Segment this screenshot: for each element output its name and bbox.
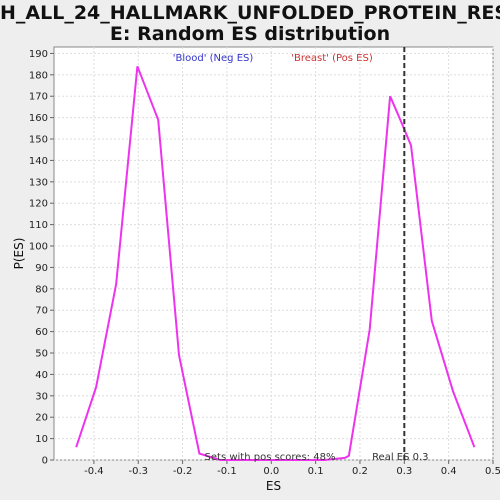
y-tick-label: 160 <box>29 113 48 124</box>
x-axis-label: ES <box>266 479 281 493</box>
pos-scores-note: Sets with pos scores: 48% <box>205 452 336 463</box>
legend-neg-es: 'Blood' (Neg ES) <box>173 53 254 64</box>
y-tick-label: 170 <box>29 92 48 103</box>
x-tick-label: 0.5 <box>485 466 500 477</box>
y-tick-label: 10 <box>35 434 48 445</box>
x-tick-label: -0.4 <box>84 466 104 477</box>
y-tick-label: 110 <box>29 220 48 231</box>
y-tick-label: 60 <box>35 327 48 338</box>
x-tick-label: 0.2 <box>352 466 368 477</box>
x-tick-label: 0.3 <box>396 466 412 477</box>
y-axis-label: P(ES) <box>12 238 26 270</box>
x-tick-label: 0.1 <box>308 466 324 477</box>
chart-title-line2: E: Random ES distribution <box>109 23 391 45</box>
y-tick-label: 20 <box>35 413 48 424</box>
y-tick-label: 190 <box>29 49 48 60</box>
es-distribution-line <box>75 65 476 461</box>
y-tick-label: 0 <box>42 456 48 467</box>
chart-title-line1: H_ALL_24_HALLMARK_UNFOLDED_PROTEIN_RESPO… <box>0 2 500 24</box>
y-tick-label: 50 <box>35 349 48 360</box>
y-tick-label: 90 <box>35 263 48 274</box>
x-tick-label: 0.4 <box>441 466 457 477</box>
real-es-label: Real ES 0.3 <box>372 452 428 463</box>
y-tick-label: 130 <box>29 177 48 188</box>
y-axis: 0 10 20 30 40 50 60 70 80 90 100 110 120 130 140 150 160… <box>29 49 54 467</box>
y-tick-label: 120 <box>29 199 48 210</box>
x-tick-label: -0.3 <box>128 466 148 477</box>
y-tick-label: 150 <box>29 135 48 146</box>
y-tick-label: 140 <box>29 156 48 167</box>
plot-area <box>53 46 494 461</box>
grid-lines <box>54 47 494 461</box>
y-tick-label: 100 <box>29 242 48 253</box>
y-tick-label: 180 <box>29 70 48 81</box>
legend-pos-es: 'Breast' (Pos ES) <box>291 53 373 64</box>
x-axis: -0.4 -0.3 -0.2 -0.1 0.0 0.1 0.2 0.3 0.4 0.5 <box>84 460 500 477</box>
y-tick-label: 70 <box>35 306 48 317</box>
x-tick-label: -0.1 <box>217 466 237 477</box>
y-tick-label: 80 <box>35 284 48 295</box>
y-tick-label: 40 <box>35 370 48 381</box>
y-tick-label: 30 <box>35 391 48 402</box>
x-tick-label: -0.2 <box>173 466 193 477</box>
x-tick-label: 0.0 <box>263 466 279 477</box>
